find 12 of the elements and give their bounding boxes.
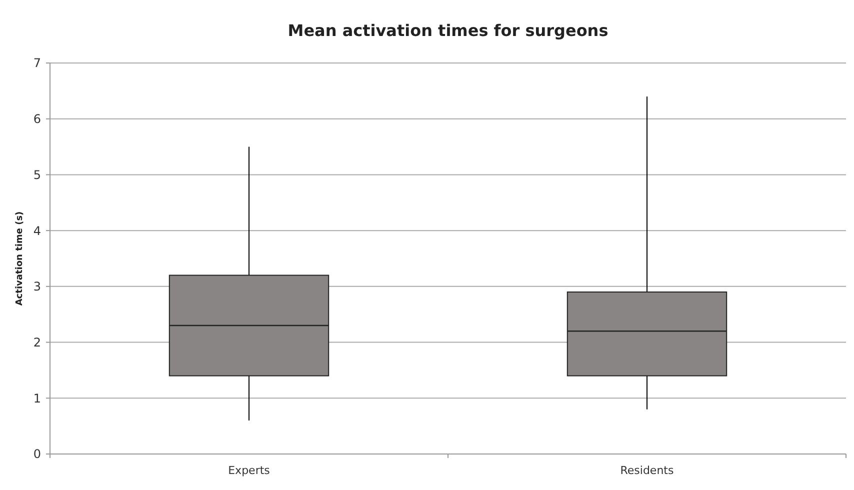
y-tick-label: 1	[33, 391, 41, 406]
y-tick-label: 3	[33, 280, 41, 294]
y-tick-label: 2	[33, 335, 41, 350]
chart-title: Mean activation times for surgeons	[288, 21, 608, 40]
x-tick-label: Experts	[228, 464, 270, 477]
y-tick-label: 6	[33, 112, 41, 126]
y-tick-label: 4	[33, 224, 41, 238]
x-tick-label: Residents	[620, 464, 674, 477]
y-tick-label: 0	[33, 447, 41, 462]
y-tick-label: 7	[33, 56, 41, 70]
y-tick-label: 5	[33, 168, 41, 182]
y-axis-title: Activation time (s)	[15, 211, 25, 306]
